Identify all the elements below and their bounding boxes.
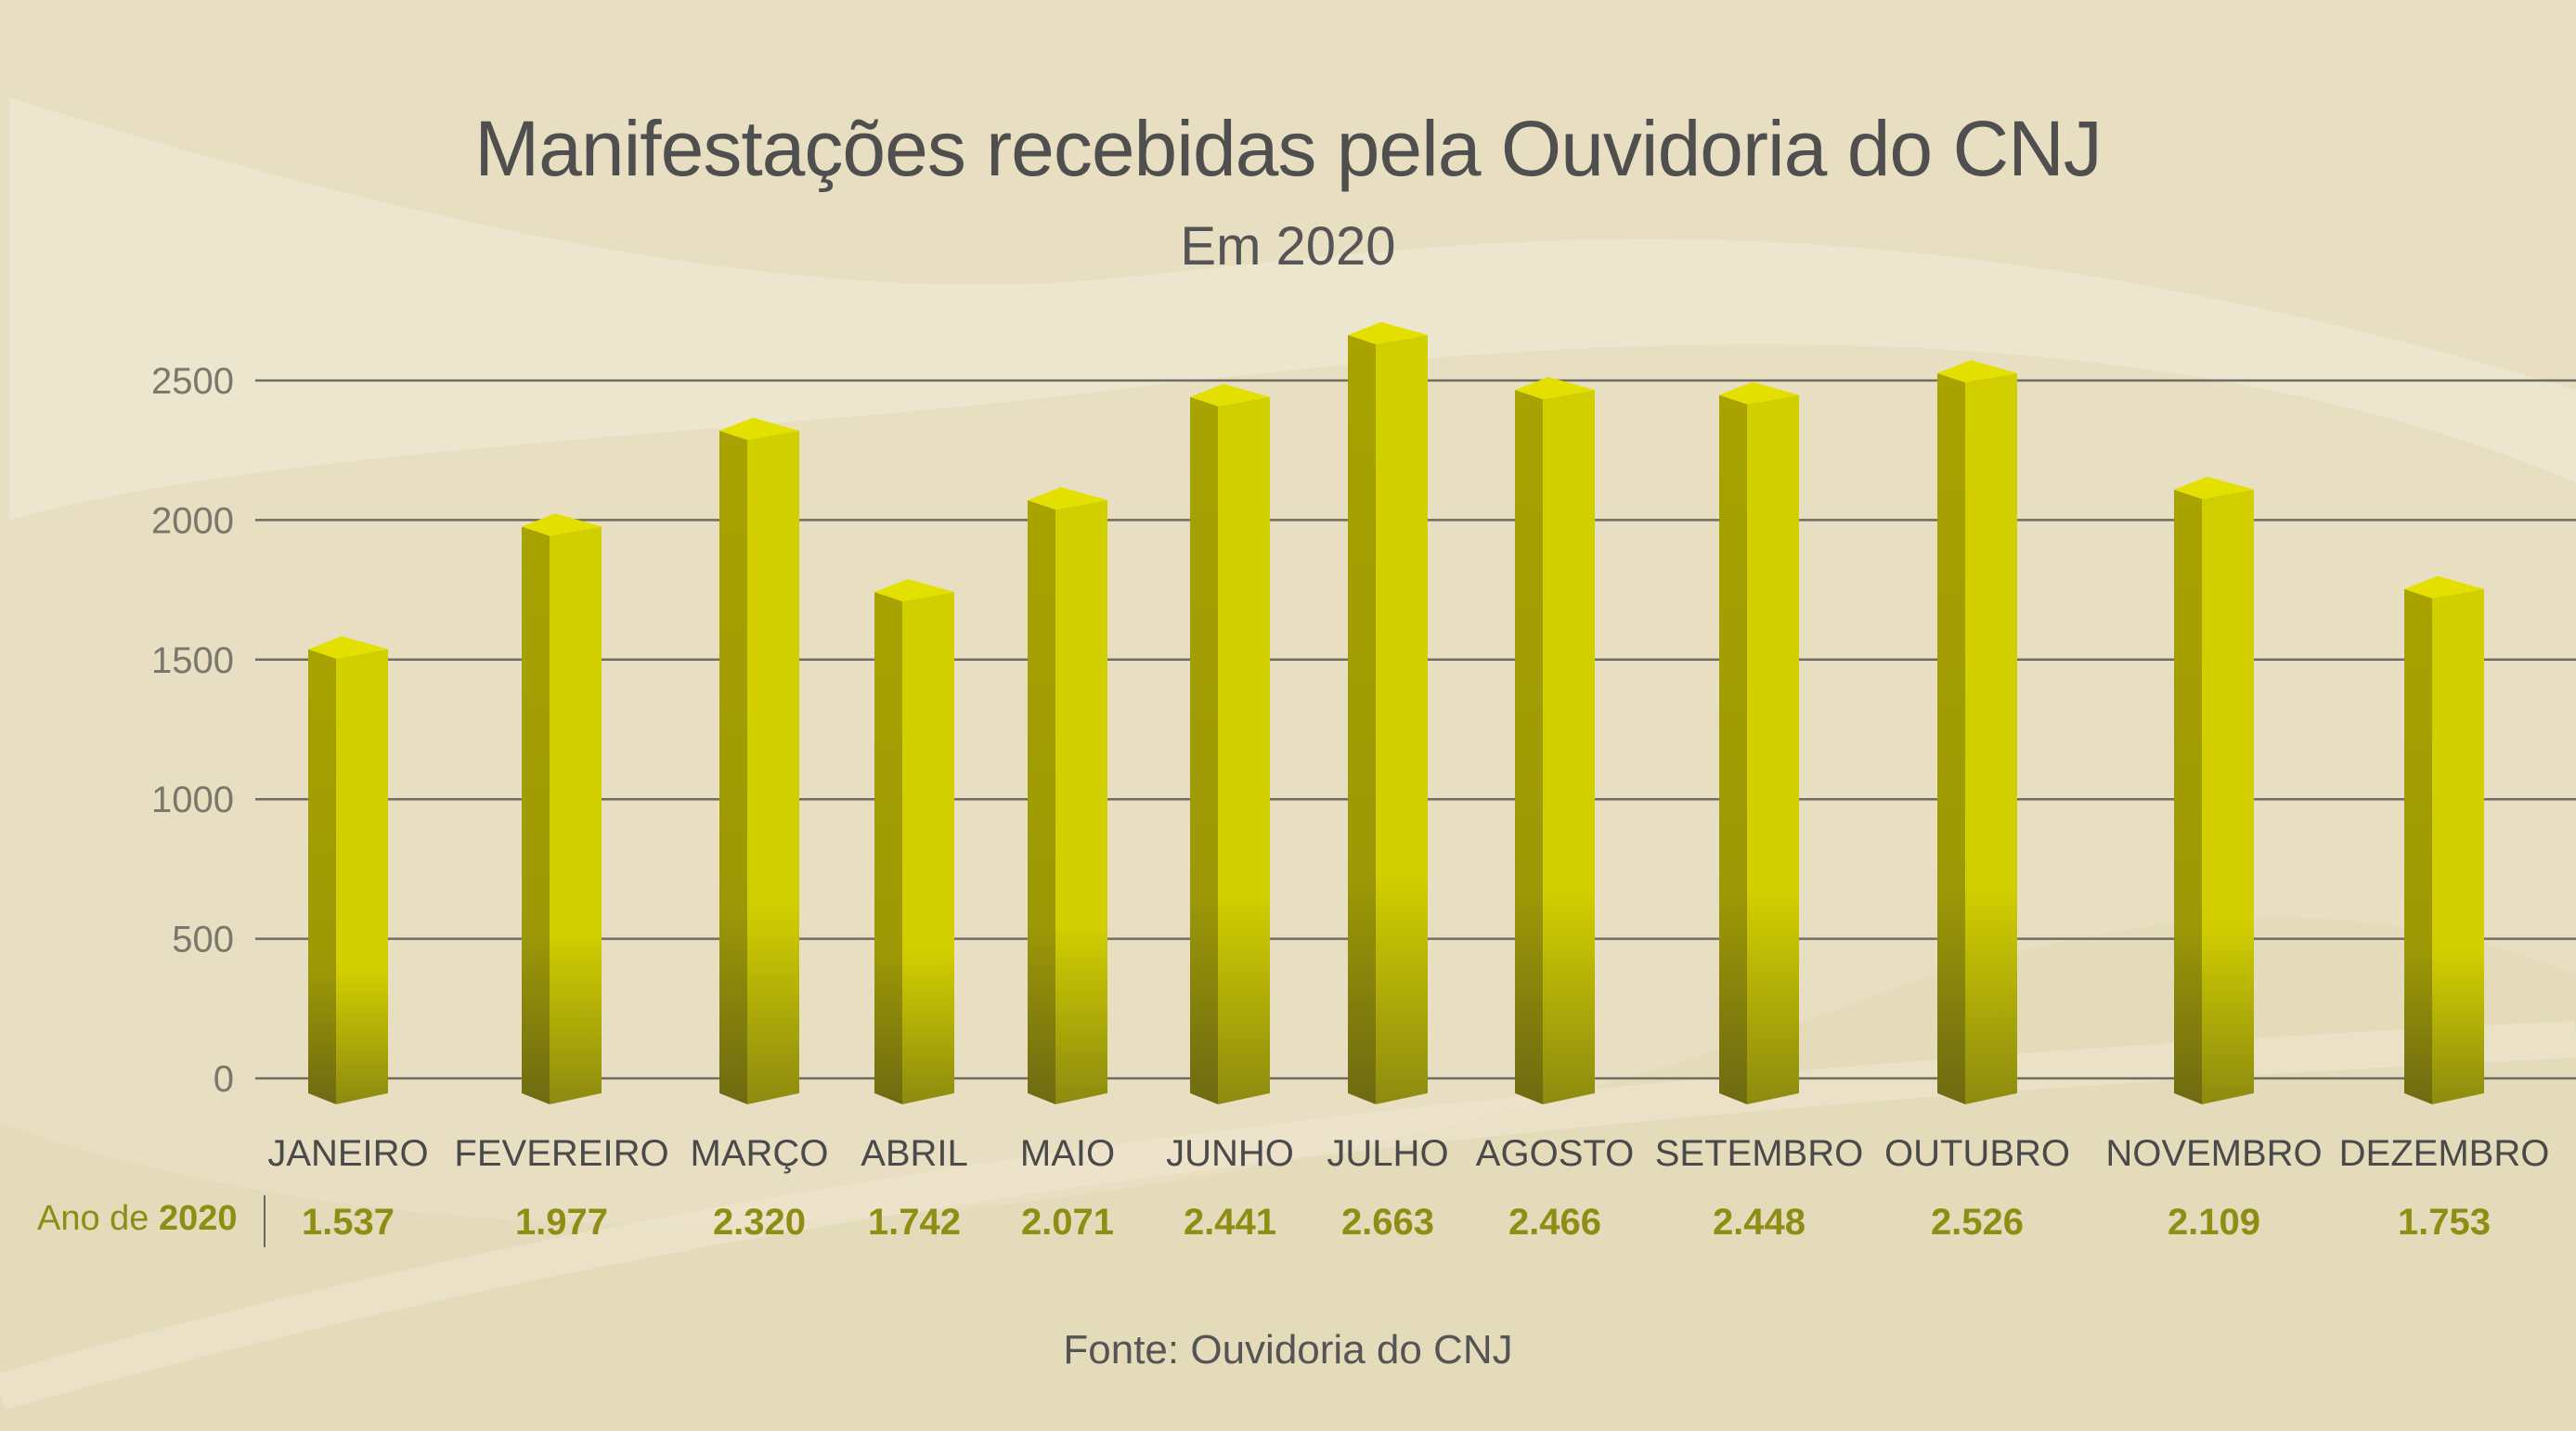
bar-top-face [719, 418, 799, 441]
x-tick-label: MAIO [1020, 1133, 1115, 1174]
bar-side-face [1515, 390, 1543, 1105]
bar-side-face [1028, 500, 1055, 1104]
y-tick-label: 500 [172, 920, 234, 960]
bar-side-face [1719, 394, 1747, 1104]
bar-top-face [1348, 321, 1428, 344]
bar-front-face [2202, 489, 2254, 1104]
bar-top-face [1937, 360, 2017, 383]
bar-front-face [1965, 373, 2017, 1104]
bar-top-face [1190, 383, 1270, 406]
bar-junho [1190, 383, 1270, 1104]
y-tick-label: 1000 [151, 780, 234, 820]
x-tick-label: DEZEMBRO [2339, 1133, 2550, 1174]
bar-side-face [1348, 334, 1376, 1104]
data-label: 1.753 [2398, 1202, 2491, 1243]
data-label: 2.320 [713, 1202, 806, 1243]
bar-front-face [1055, 500, 1107, 1104]
row-separator [264, 1195, 265, 1247]
bar-front-face [336, 649, 388, 1104]
x-tick-label: OUTUBRO [1884, 1133, 2070, 1174]
x-tick-label: MARÇO [691, 1133, 829, 1174]
y-tick-label: 0 [214, 1059, 234, 1100]
data-label: 1.742 [868, 1202, 961, 1243]
year-row-label: Ano de 2020 [37, 1199, 238, 1239]
x-tick-label: FEVEREIRO [454, 1133, 668, 1174]
y-tick-label: 1500 [151, 640, 234, 681]
chart-subtitle: Em 2020 [1180, 216, 1396, 277]
bar-top-face [2404, 575, 2484, 599]
bar-top-face [874, 579, 954, 602]
x-tick-label: NOVEMBRO [2105, 1133, 2322, 1174]
bar-agosto [1515, 377, 1595, 1105]
data-label: 1.537 [302, 1202, 395, 1243]
y-tick-label: 2500 [151, 361, 234, 402]
bar-top-face [1028, 487, 1107, 510]
bar-front-face [902, 592, 954, 1104]
data-label: 1.977 [515, 1202, 608, 1243]
data-label: 2.109 [2168, 1202, 2260, 1243]
bar-top-face [522, 513, 602, 536]
bar-front-face [550, 526, 602, 1104]
chart-title: Manifestações recebidas pela Ouvidoria d… [474, 105, 2103, 192]
y-tick-label: 2000 [151, 500, 234, 541]
bar-julho [1348, 321, 1428, 1104]
bar-top-face [1719, 381, 1799, 405]
bar-novembro [2174, 476, 2254, 1104]
bar-side-face [2404, 588, 2432, 1104]
bar-side-face [308, 649, 336, 1104]
bar-side-face [1190, 396, 1218, 1104]
bar-front-face [1747, 394, 1799, 1104]
x-tick-label: SETEMBRO [1655, 1133, 1863, 1174]
bar-front-face [1376, 334, 1428, 1104]
bar-dezembro [2404, 575, 2484, 1104]
x-tick-label: AGOSTO [1476, 1133, 1634, 1174]
bar-janeiro [308, 636, 388, 1104]
bar-top-face [308, 636, 388, 659]
bar-side-face [719, 431, 747, 1104]
bar-abril [874, 579, 954, 1104]
bar-outubro [1937, 360, 2017, 1104]
x-tick-label: JANEIRO [267, 1133, 428, 1174]
data-label: 2.526 [1931, 1202, 2024, 1243]
x-tick-label: ABRIL [861, 1133, 968, 1174]
data-label: 2.663 [1341, 1202, 1434, 1243]
x-tick-label: JULHO [1327, 1133, 1448, 1174]
source-note: Fonte: Ouvidoria do CNJ [1063, 1327, 1513, 1373]
bar-maio [1028, 487, 1107, 1104]
bar-front-face [1543, 390, 1595, 1105]
data-label: 2.071 [1021, 1202, 1114, 1243]
year-row-prefix: Ano de [37, 1199, 149, 1238]
x-tick-label: JUNHO [1166, 1133, 1294, 1174]
year-row-year: 2020 [159, 1199, 238, 1238]
bar-front-face [2432, 588, 2484, 1104]
bar-setembro [1719, 381, 1799, 1104]
bar-side-face [2174, 489, 2202, 1104]
bar-side-face [1937, 373, 1965, 1104]
bar-março [719, 418, 799, 1104]
bar-top-face [2174, 476, 2254, 499]
bar-front-face [1218, 396, 1270, 1104]
bar-side-face [522, 526, 550, 1104]
data-label: 2.466 [1508, 1202, 1601, 1243]
data-label: 2.441 [1184, 1202, 1276, 1243]
bar-top-face [1515, 377, 1595, 400]
bar-front-face [747, 431, 799, 1104]
bar-side-face [874, 592, 902, 1104]
data-label: 2.448 [1713, 1202, 1806, 1243]
bar-fevereiro [522, 513, 602, 1104]
